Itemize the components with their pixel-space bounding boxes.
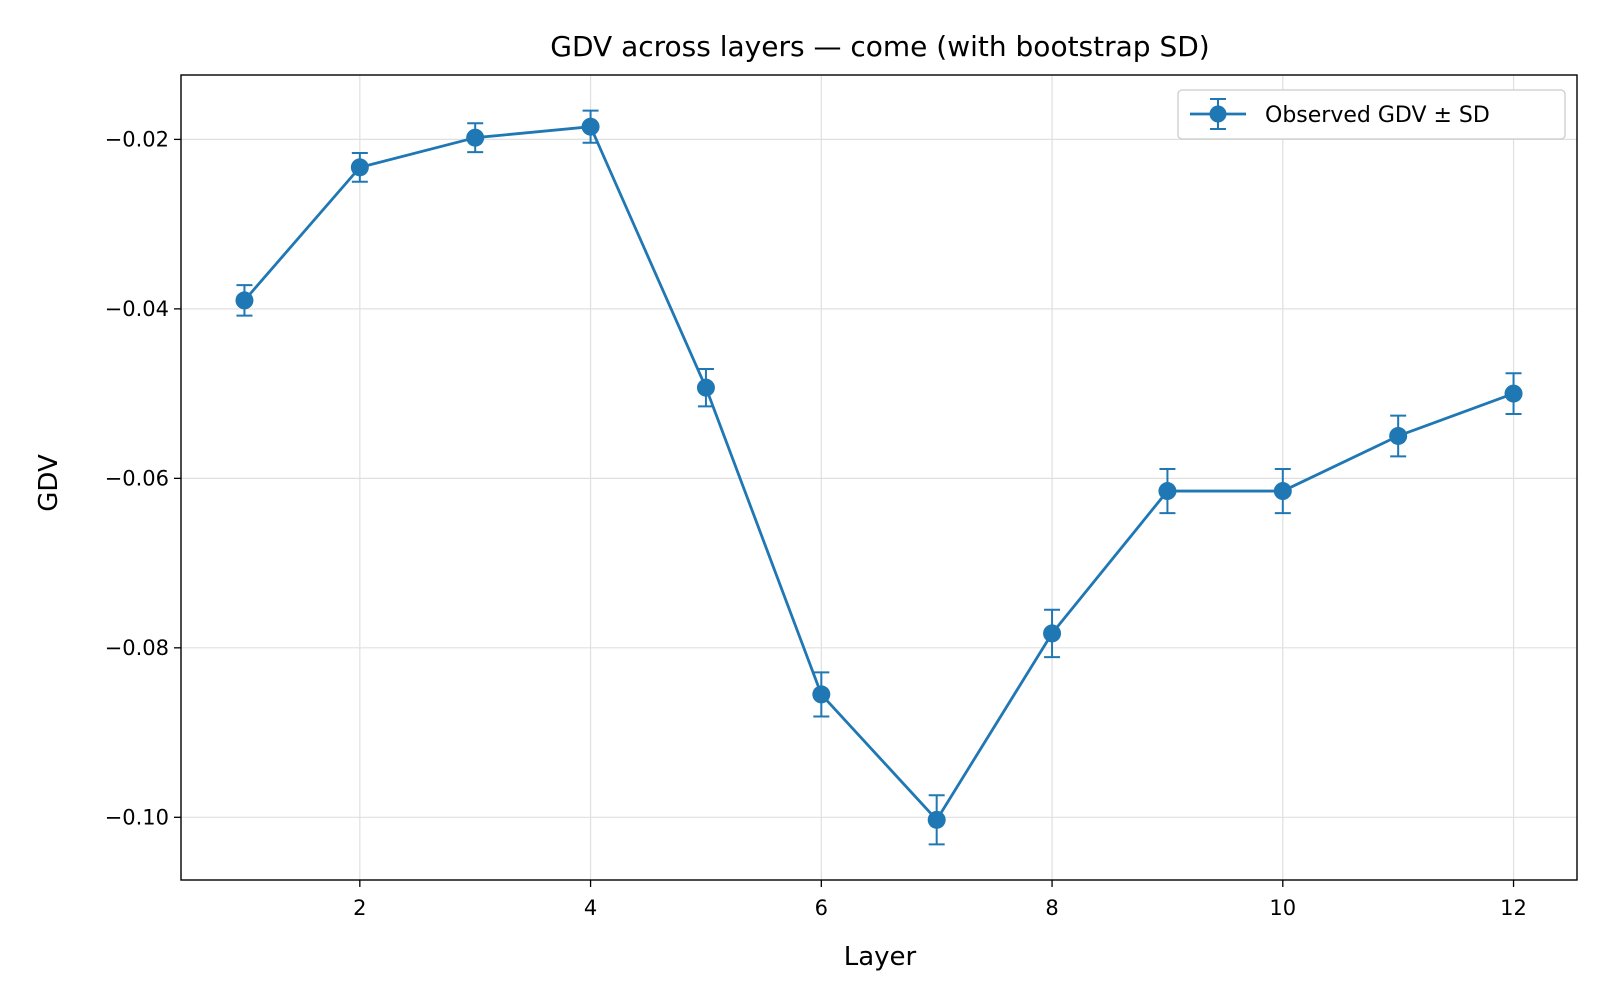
data-point bbox=[1273, 482, 1292, 501]
x-tick-label: 8 bbox=[1045, 896, 1058, 920]
data-point bbox=[235, 291, 254, 310]
x-tick-label: 10 bbox=[1269, 896, 1296, 920]
x-tick-label: 6 bbox=[815, 896, 828, 920]
data-point bbox=[812, 685, 831, 704]
legend: Observed GDV ± SD bbox=[1177, 89, 1566, 140]
data-point bbox=[581, 117, 600, 136]
y-tick-label: −0.08 bbox=[105, 636, 169, 660]
x-tick-label: 2 bbox=[353, 896, 366, 920]
data-point bbox=[1504, 384, 1523, 403]
data-point bbox=[466, 128, 485, 147]
data-point bbox=[696, 378, 715, 397]
legend-label: Observed GDV ± SD bbox=[1265, 103, 1490, 128]
legend-box bbox=[1177, 89, 1566, 140]
x-tick-label: 4 bbox=[584, 896, 597, 920]
plot-frame bbox=[180, 74, 1578, 881]
x-axis-label: Layer bbox=[844, 942, 917, 972]
chart-title: GDV across layers — come (with bootstrap… bbox=[550, 30, 1209, 63]
data-point bbox=[350, 158, 369, 177]
y-tick-label: −0.06 bbox=[105, 466, 169, 490]
data-point bbox=[927, 810, 946, 829]
data-point bbox=[1043, 624, 1062, 643]
x-tick-label: 12 bbox=[1500, 896, 1527, 920]
data-point bbox=[1158, 482, 1177, 501]
series-layer bbox=[235, 109, 1523, 846]
series-line bbox=[243, 125, 1515, 822]
legend-series-symbol bbox=[1190, 98, 1246, 130]
series-group bbox=[235, 109, 1523, 846]
y-tick-label: −0.04 bbox=[105, 297, 169, 321]
y-axis-ticks: −0.02 −0.04 −0.06 −0.08 −0.10 bbox=[105, 127, 181, 829]
y-tick-label: −0.02 bbox=[105, 127, 169, 151]
data-point bbox=[1389, 426, 1408, 445]
y-tick-label: −0.10 bbox=[105, 805, 169, 829]
y-axis-label: GDV bbox=[34, 454, 64, 512]
x-axis-ticks: 2 4 6 8 10 12 bbox=[353, 880, 1527, 920]
